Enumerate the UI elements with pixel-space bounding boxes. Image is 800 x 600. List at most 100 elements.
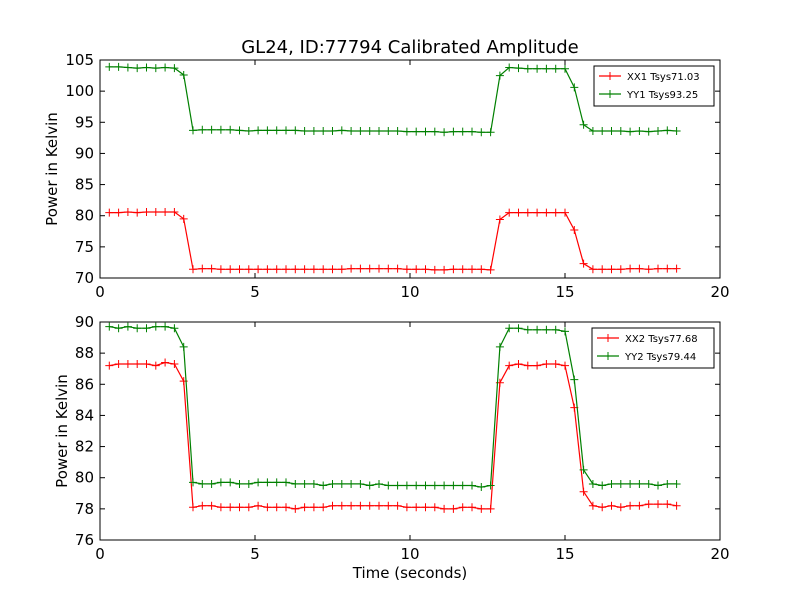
chart-title: GL24, ID:77794 Calibrated Amplitude xyxy=(241,37,579,58)
legend-label: YY1 Tsys93.25 xyxy=(626,90,698,101)
data-point-marker xyxy=(523,208,532,217)
data-point-marker xyxy=(235,126,244,135)
data-point-marker xyxy=(375,479,383,488)
x-tick-label: 10 xyxy=(400,545,419,563)
y-tick-label: 76 xyxy=(75,531,94,549)
data-point-marker xyxy=(198,501,207,510)
data-point-marker xyxy=(244,479,253,488)
data-point-marker xyxy=(142,324,151,333)
data-point-marker xyxy=(654,264,662,273)
data-point-marker xyxy=(347,264,356,273)
data-point-marker xyxy=(477,265,486,274)
data-point-marker xyxy=(142,360,151,369)
data-point-marker xyxy=(635,479,644,488)
data-point-marker xyxy=(328,479,337,488)
data-point-marker xyxy=(328,127,337,136)
data-point-marker xyxy=(179,342,188,351)
data-point-marker xyxy=(337,501,346,510)
data-point-marker xyxy=(458,503,467,512)
data-point-marker xyxy=(319,481,328,490)
data-point-marker xyxy=(309,479,318,488)
data-point-marker xyxy=(477,504,486,513)
data-point-marker xyxy=(542,208,551,217)
data-point-marker xyxy=(607,479,616,488)
data-point-marker xyxy=(207,125,216,134)
data-point-marker xyxy=(216,125,225,134)
data-point-marker xyxy=(189,503,197,512)
data-point-marker xyxy=(468,481,476,490)
data-point-marker xyxy=(319,503,328,512)
data-point-marker xyxy=(263,478,272,487)
top-panel: 0 5 10 15 20 70 75 80 85 90 95 100 105 Power in Kelvi… xyxy=(43,51,730,301)
data-point-marker xyxy=(402,127,411,136)
data-point-marker xyxy=(672,479,681,488)
data-point-marker xyxy=(123,207,132,216)
data-point-marker xyxy=(216,265,225,274)
data-point-marker xyxy=(179,214,188,223)
data-point-marker xyxy=(672,501,681,510)
data-point-marker xyxy=(598,481,607,490)
data-point-marker xyxy=(189,265,197,274)
data-point-marker xyxy=(468,503,476,512)
data-point-marker xyxy=(635,264,644,273)
data-point-marker xyxy=(142,207,151,216)
data-point-marker xyxy=(663,264,672,273)
legend-marker xyxy=(606,90,614,98)
data-point-marker xyxy=(486,265,495,274)
data-point-marker xyxy=(561,64,569,73)
data-point-marker xyxy=(495,71,504,80)
data-point-marker xyxy=(161,63,170,72)
data-point-marker xyxy=(170,324,179,333)
data-point-marker xyxy=(254,501,263,510)
data-point-marker xyxy=(189,478,197,487)
data-point-marker xyxy=(402,503,411,512)
series-2 xyxy=(105,322,681,492)
data-point-marker xyxy=(393,264,402,273)
data-point-marker xyxy=(235,265,244,274)
legend-box xyxy=(591,327,715,369)
data-point-marker xyxy=(635,127,644,136)
x-tick-label: 15 xyxy=(555,545,574,563)
y-axis-label: Power in Kelvin xyxy=(43,112,61,226)
data-point-marker xyxy=(114,208,123,217)
data-point-marker xyxy=(421,503,430,512)
data-point-marker xyxy=(244,503,253,512)
data-point-marker xyxy=(105,208,114,217)
legend-label: YY2 Tsys79.44 xyxy=(624,352,696,363)
data-point-marker xyxy=(170,207,179,216)
y-tick-label: 105 xyxy=(65,51,94,69)
data-point-marker xyxy=(421,481,430,490)
data-point-marker xyxy=(356,127,365,136)
data-point-marker xyxy=(133,360,142,369)
data-point-marker xyxy=(449,504,458,513)
data-point-marker xyxy=(430,481,439,490)
data-point-marker xyxy=(672,264,681,273)
data-point-marker xyxy=(105,62,114,71)
data-point-marker xyxy=(337,126,346,135)
data-point-marker xyxy=(198,125,207,134)
data-point-marker xyxy=(626,264,635,273)
data-point-marker xyxy=(505,361,514,370)
data-point-marker xyxy=(291,479,300,488)
data-point-marker xyxy=(533,208,542,217)
data-point-marker xyxy=(430,265,439,274)
data-point-marker xyxy=(644,479,653,488)
data-point-marker xyxy=(123,322,132,331)
data-point-marker xyxy=(514,360,523,369)
y-tick-label: 90 xyxy=(75,313,94,331)
data-point-marker xyxy=(486,504,495,513)
data-point-marker xyxy=(495,215,504,224)
data-point-marker xyxy=(142,63,151,72)
data-point-marker xyxy=(384,127,393,136)
data-point-marker xyxy=(365,264,374,273)
series-1 xyxy=(105,207,681,274)
data-point-marker xyxy=(551,325,560,334)
data-point-marker xyxy=(514,324,523,333)
x-tick-label: 20 xyxy=(710,545,729,563)
data-point-marker xyxy=(133,64,142,73)
data-point-marker xyxy=(505,324,514,333)
data-point-marker xyxy=(216,503,225,512)
data-point-marker xyxy=(449,127,458,136)
data-point-marker xyxy=(607,127,616,136)
